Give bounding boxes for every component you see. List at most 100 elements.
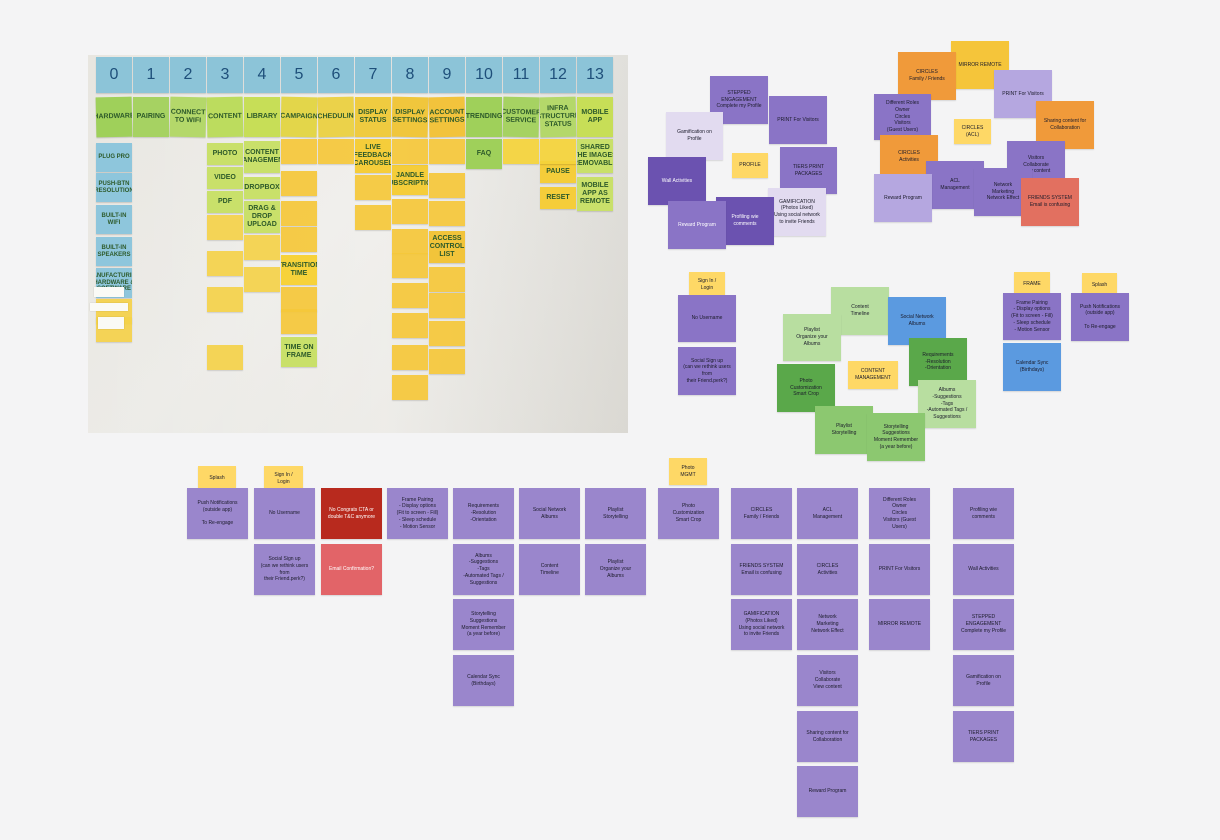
col-circles-activities[interactable]: CIRCLES Activities bbox=[797, 544, 858, 595]
photo-blank-note bbox=[429, 349, 465, 374]
col-tiers-print[interactable]: TIERS PRINT PACKAGES bbox=[953, 711, 1014, 762]
photo-note: ACCESS CONTROL LIST bbox=[429, 231, 465, 263]
col-social-signup[interactable]: Social Sign up (can we rethink users fro… bbox=[254, 544, 315, 595]
photo-blank-note bbox=[207, 287, 243, 312]
photo-paper-slip bbox=[90, 303, 128, 311]
photo-blank-note bbox=[355, 175, 391, 200]
photo-blank-note bbox=[429, 267, 465, 292]
col-no-username[interactable]: No Username bbox=[254, 488, 315, 539]
photo-note: BUILT-IN SPEAKERS bbox=[96, 237, 132, 266]
note-different-roles[interactable]: Different Roles Owner Circles Visitors (… bbox=[874, 94, 931, 140]
col-mirror-remote[interactable]: MIRROR REMOTE bbox=[869, 599, 930, 650]
photo-note: TRANSITION TIME bbox=[281, 255, 317, 285]
col-requirements[interactable]: Requirements -Resolution -Orientation bbox=[453, 488, 514, 539]
note-friends-system[interactable]: FRIENDS SYSTEM Email is confusing bbox=[1021, 178, 1079, 226]
note-profile-header[interactable]: PROFILE bbox=[732, 153, 768, 178]
col-storytelling-suggestions[interactable]: Storytelling Suggestions Moment Remember… bbox=[453, 599, 514, 650]
photo-blank-note bbox=[540, 139, 576, 164]
note-gamification-photos[interactable]: GAMIFICATION (Photos Liked) Using social… bbox=[768, 188, 826, 236]
photo-blank-note bbox=[392, 229, 428, 254]
col-email-confirmation[interactable]: Email Confirmation? bbox=[321, 544, 382, 595]
note-signin-header[interactable]: Sign In / Login bbox=[689, 272, 725, 297]
wall-photo[interactable]: 0 1 2 3 4 5 6 7 8 9 10 11 12 13 HARDWARE PAIRING CONNECT… bbox=[88, 55, 628, 433]
note-photo-customization[interactable]: Photo Customization Smart Crop bbox=[777, 364, 835, 412]
note-circles-acl[interactable]: CIRCLES (ACL) bbox=[954, 119, 991, 144]
photo-number-note: 9 bbox=[429, 57, 465, 93]
photo-header-note: CAMPAIGN bbox=[280, 96, 318, 138]
note-content-management[interactable]: CONTENT MANAGEMENT bbox=[848, 361, 898, 389]
col-calendar-sync[interactable]: Calendar Sync (Birthdays) bbox=[453, 655, 514, 706]
photo-number-note: 6 bbox=[318, 57, 354, 93]
photo-number-note: 1 bbox=[133, 57, 169, 93]
col-circles-family[interactable]: CIRCLES Family / Friends bbox=[731, 488, 792, 539]
col-playlist-storytelling[interactable]: Playlist Storytelling bbox=[585, 488, 646, 539]
photo-blank-note bbox=[207, 345, 243, 370]
header-splash[interactable]: Splash bbox=[198, 466, 236, 491]
photo-blank-note bbox=[392, 253, 428, 278]
note-calendar-sync[interactable]: Calendar Sync (Birthdays) bbox=[1003, 343, 1061, 391]
col-albums[interactable]: Albums -Suggestions -Tags -Automated Tag… bbox=[453, 544, 514, 595]
note-playlist-organize[interactable]: Playlist Organize your Albums bbox=[783, 314, 841, 361]
col-friends-system[interactable]: FRIENDS SYSTEM Email is confusing bbox=[731, 544, 792, 595]
note-social-network-albums[interactable]: Social Network Albums bbox=[888, 297, 946, 345]
note-albums[interactable]: Albums -Suggestions -Tags -Automated Tag… bbox=[918, 380, 976, 428]
col-acl-management[interactable]: ACL Management bbox=[797, 488, 858, 539]
note-frame-header[interactable]: FRAME bbox=[1014, 272, 1050, 296]
col-no-congrats-cta[interactable]: No Congrats CTA or double T&C anymore bbox=[321, 488, 382, 539]
header-signin[interactable]: Sign In / Login bbox=[264, 466, 303, 491]
photo-blank-note bbox=[281, 287, 317, 312]
col-frame-pairing[interactable]: Frame Pairing - Display options (Fit to … bbox=[387, 488, 448, 539]
photo-blank-note bbox=[392, 199, 428, 224]
photo-note: VIDEO bbox=[207, 167, 243, 189]
photo-number-note: 7 bbox=[355, 57, 391, 93]
photo-note: BUILT-IN WIFI bbox=[96, 205, 132, 234]
photo-number-note: 3 bbox=[207, 57, 243, 93]
photo-blank-note bbox=[281, 171, 317, 196]
col-push-notifications[interactable]: Push Notifications (outside app) To Re-e… bbox=[187, 488, 248, 539]
col-print-for-visitors[interactable]: PRINT For Visitors bbox=[869, 544, 930, 595]
photo-note: CONTENT MANAGEMENT bbox=[244, 141, 280, 173]
note-tiers-print[interactable]: TIERS PRINT PACKAGES bbox=[780, 147, 837, 194]
photo-note: DRAG & DROP UPLOAD bbox=[244, 201, 280, 233]
photo-header-note: ACCOUNT SETTINGS bbox=[428, 96, 466, 138]
note-no-username[interactable]: No Username bbox=[678, 295, 736, 342]
photo-note: PUSH-BTN RESOLUTION bbox=[96, 173, 132, 202]
note-frame-pairing[interactable]: Frame Pairing - Display options (Fit to … bbox=[1003, 293, 1061, 340]
note-requirements[interactable]: Requirements -Resolution -Orientation bbox=[909, 338, 967, 386]
header-photo-mgmt[interactable]: Photo MGMT bbox=[669, 458, 707, 485]
col-sharing-content[interactable]: Sharing content for Collaboration bbox=[797, 711, 858, 762]
note-playlist-storytelling[interactable]: Playlist Storytelling bbox=[815, 406, 873, 454]
col-wall-activities[interactable]: Wall Activities bbox=[953, 544, 1014, 595]
col-profiling-comments[interactable]: Profiling wie comments bbox=[953, 488, 1014, 539]
photo-blank-note bbox=[503, 139, 539, 164]
note-wall-activities[interactable]: Wall Activities bbox=[648, 157, 706, 205]
note-reward-program[interactable]: Reward Program bbox=[668, 201, 726, 249]
col-visitors-collaborate[interactable]: Visitors Collaborate View content bbox=[797, 655, 858, 706]
note-circles-family[interactable]: CIRCLES Family / Friends bbox=[898, 52, 956, 100]
note-print-for-visitors[interactable]: PRINT For Visitors bbox=[769, 96, 827, 144]
col-social-network-albums[interactable]: Social Network Albums bbox=[519, 488, 580, 539]
photo-blank-note bbox=[244, 267, 280, 292]
col-playlist-organize[interactable]: Playlist Organize your Albums bbox=[585, 544, 646, 595]
note-reward-program-circles[interactable]: Reward Program bbox=[874, 174, 932, 222]
col-content-timeline[interactable]: Content Timeline bbox=[519, 544, 580, 595]
photo-blank-note bbox=[392, 283, 428, 308]
col-photo-customization[interactable]: Photo Customization Smart Crop bbox=[658, 488, 719, 539]
col-reward-program[interactable]: Reward Program bbox=[797, 766, 858, 817]
col-network-marketing[interactable]: Network Marketing Network Effect bbox=[797, 599, 858, 650]
photo-header-note: SCHEDULING bbox=[317, 96, 355, 138]
note-gamification-profile[interactable]: Gamification on Profile bbox=[666, 112, 723, 160]
photo-blank-note bbox=[207, 215, 243, 240]
col-stepped-engagement[interactable]: STEPPED ENGAGEMENT Complete my Profile bbox=[953, 599, 1014, 650]
note-social-signup[interactable]: Social Sign up (can we rethink users fro… bbox=[678, 347, 736, 395]
photo-blank-note bbox=[392, 345, 428, 370]
col-different-roles[interactable]: Different Roles Owner Circles Visitors (… bbox=[869, 488, 930, 539]
col-gamification-profile[interactable]: Gamification on Profile bbox=[953, 655, 1014, 706]
photo-number-note: 0 bbox=[96, 57, 132, 93]
photo-note: LIVE FEEDBACK CAROUSEL bbox=[355, 139, 391, 173]
photo-note: JANDLE SUBSCRIPTION bbox=[392, 165, 428, 195]
col-gamification-photos[interactable]: GAMIFICATION (Photos Liked) Using social… bbox=[731, 599, 792, 650]
note-storytelling-suggestions[interactable]: Storytelling Suggestions Moment Remember… bbox=[867, 413, 925, 461]
note-push-notifications[interactable]: Push Notifications (outside app) To Re-e… bbox=[1071, 293, 1129, 341]
